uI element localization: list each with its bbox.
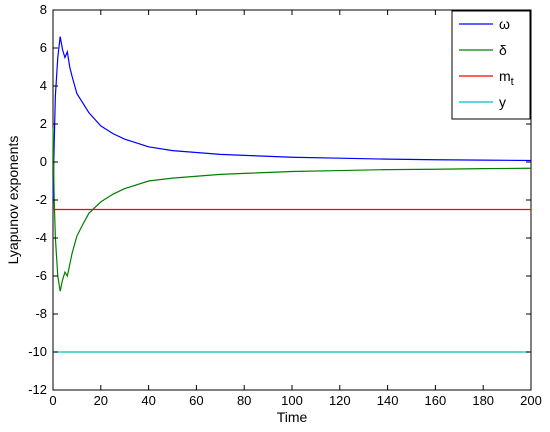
y-axis-label: Lyapunov exponents — [5, 136, 21, 265]
x-tick-label: 0 — [49, 393, 56, 408]
x-axis-label: Time — [277, 409, 308, 425]
x-tick-label: 40 — [141, 393, 155, 408]
y-tick-label: 0 — [40, 154, 47, 169]
legend-label-text: δ — [499, 42, 507, 58]
x-tick-label: 80 — [237, 393, 251, 408]
series-line-1 — [52, 127, 532, 292]
y-tick-label: -6 — [35, 268, 47, 283]
plot-area — [52, 9, 532, 391]
legend-label: δ — [499, 42, 507, 58]
legend-label-text: m — [499, 68, 511, 84]
y-tick-label: -8 — [35, 306, 47, 321]
legend-label: ω — [499, 16, 510, 32]
legend-box — [451, 10, 531, 120]
y-tick-label: 2 — [40, 116, 47, 131]
x-tick-label: 160 — [425, 393, 447, 408]
legend-label: y — [499, 94, 506, 110]
x-tick-label: 180 — [472, 393, 494, 408]
y-tick-label: 8 — [40, 2, 47, 17]
x-tick-label: 20 — [94, 393, 108, 408]
y-tick-label: -12 — [28, 382, 47, 397]
y-tick-label: -2 — [35, 192, 47, 207]
legend-label: mt — [499, 68, 514, 88]
x-tick-label: 120 — [329, 393, 351, 408]
y-tick-label: -10 — [28, 344, 47, 359]
series-line-0 — [52, 36, 532, 201]
ticks-layer: 0 20 40 60 80 100 120 140 160 180 200-12-10-8-6-4-… — [28, 2, 542, 408]
y-tick-label: 4 — [40, 78, 47, 93]
y-tick-label: -4 — [35, 230, 47, 245]
legend-label-text: ω — [499, 16, 510, 32]
x-tick-label: 100 — [281, 393, 303, 408]
legend-label-text: y — [499, 94, 506, 110]
x-tick-label: 200 — [520, 393, 542, 408]
legend-label-subscript: t — [511, 76, 514, 88]
x-tick-label: 60 — [189, 393, 203, 408]
y-tick-label: 6 — [40, 40, 47, 55]
x-tick-label: 140 — [377, 393, 399, 408]
series-layer — [52, 36, 532, 353]
